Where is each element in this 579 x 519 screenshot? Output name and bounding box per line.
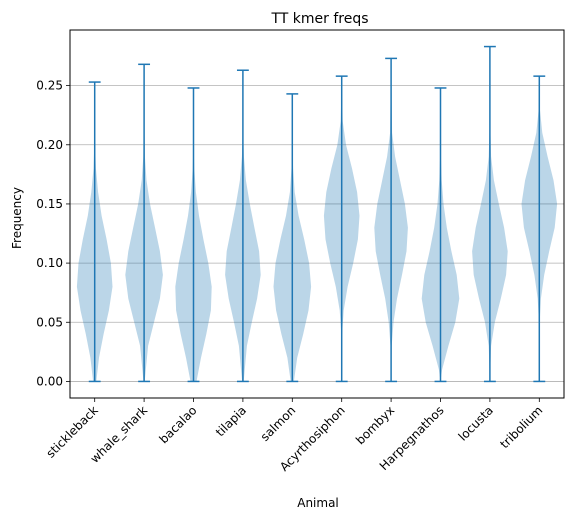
x-tick-label: tribolium	[497, 403, 545, 451]
y-tick-label: 0.25	[36, 79, 63, 93]
grid-lines	[70, 85, 564, 382]
chart-title: TT kmer freqs	[270, 11, 368, 27]
y-tick-label: 0.00	[36, 374, 63, 388]
x-tick-label: salmon	[258, 403, 299, 444]
y-axis-label: Frequency	[10, 187, 24, 249]
x-tick-label: bacalao	[157, 403, 200, 446]
x-tick-label: locusta	[456, 403, 496, 443]
violin-bodies	[76, 46, 558, 382]
y-tick-label: 0.15	[36, 197, 63, 211]
x-axis-label: Animal	[297, 496, 339, 510]
x-tick-label: tilapia	[213, 403, 249, 439]
y-tick-label: 0.20	[36, 138, 63, 152]
y-tick-label: 0.10	[36, 256, 63, 270]
violin-stat-lines	[88, 45, 546, 383]
plot-frame	[69, 29, 565, 399]
y-axis: 0.00 0.05 0.10 0.15 0.20 0.25	[36, 79, 70, 388]
x-tick-label: bombyx	[353, 403, 397, 447]
y-tick-label: 0.05	[36, 315, 63, 329]
